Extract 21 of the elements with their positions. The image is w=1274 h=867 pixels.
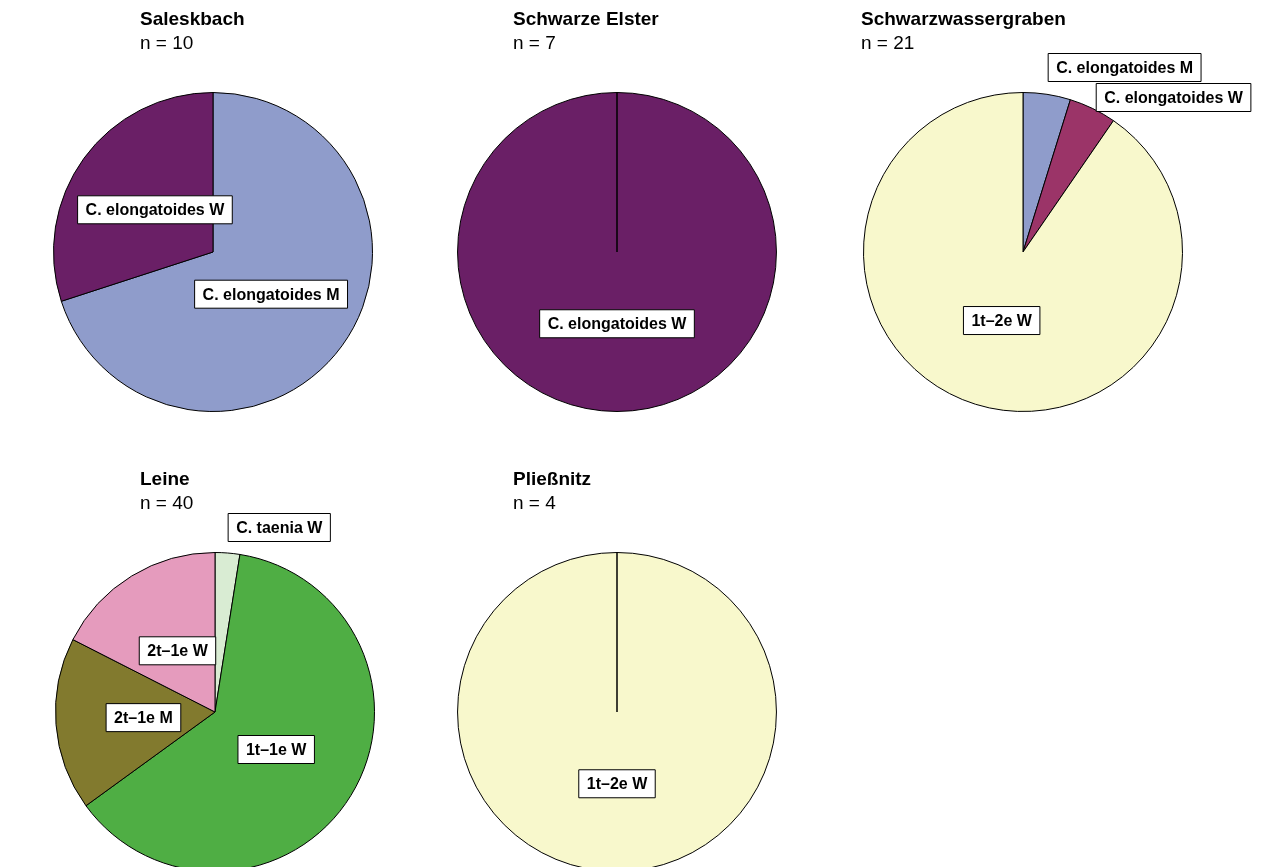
chart-title: Schwarze Elster [513, 7, 659, 31]
chart-subtitle: n = 10 [140, 31, 195, 55]
chart-title: Pließnitz [513, 467, 592, 491]
slice-label: C. elongatoides M [202, 285, 340, 303]
slice-label: 2t–1e W [147, 642, 209, 660]
slice-label: 1t–2e W [971, 311, 1033, 329]
chart-title: Schwarzwassergraben [861, 7, 1066, 31]
chart-title: Leine [140, 467, 191, 491]
slice-label: 2t–1e M [114, 709, 173, 727]
slice-label: C. elongatoides M [1056, 58, 1194, 76]
chart-subtitle: n = 40 [140, 491, 194, 515]
chart-subtitle: n = 21 [861, 31, 916, 55]
chart-subtitle: n = 4 [513, 491, 557, 515]
slice-label: C. elongatoides W [85, 201, 226, 219]
slice-label: 1t–2e W [586, 775, 649, 793]
slice-label: 1t–1e W [245, 740, 308, 758]
chart-subtitle: n = 7 [513, 31, 557, 55]
chart-title: Saleskbach [140, 7, 245, 31]
slice-label: C. elongatoides W [547, 315, 688, 333]
slice-label: C. elongatoides W [1104, 88, 1244, 106]
slice-label: C. taenia W [236, 518, 324, 536]
